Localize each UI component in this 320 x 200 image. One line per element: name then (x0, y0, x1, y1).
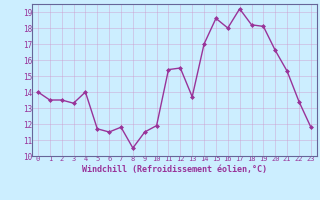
X-axis label: Windchill (Refroidissement éolien,°C): Windchill (Refroidissement éolien,°C) (82, 165, 267, 174)
